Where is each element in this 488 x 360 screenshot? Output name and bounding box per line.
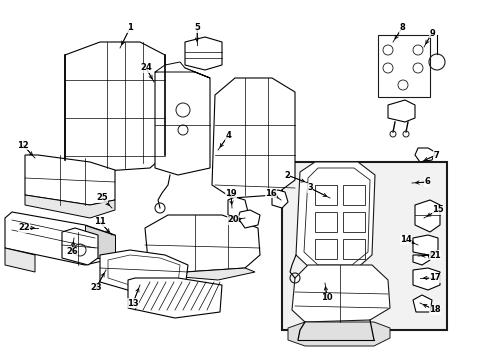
Text: 14: 14 — [399, 235, 411, 244]
Text: 7: 7 — [432, 150, 438, 159]
Text: 19: 19 — [225, 189, 236, 198]
Polygon shape — [145, 215, 260, 272]
Polygon shape — [85, 225, 115, 258]
Text: 6: 6 — [423, 177, 429, 186]
Polygon shape — [238, 210, 260, 228]
Bar — [342, 185, 364, 205]
Bar — [342, 239, 364, 259]
Text: 11: 11 — [94, 217, 106, 226]
Text: 22: 22 — [18, 224, 30, 233]
Polygon shape — [291, 265, 389, 322]
Polygon shape — [155, 68, 209, 175]
Bar — [314, 239, 336, 259]
Text: 3: 3 — [306, 184, 312, 193]
Polygon shape — [62, 228, 98, 265]
Polygon shape — [271, 190, 287, 208]
Text: 17: 17 — [428, 274, 440, 283]
Polygon shape — [5, 248, 35, 272]
Polygon shape — [414, 200, 439, 232]
Text: 20: 20 — [227, 216, 238, 225]
Bar — [342, 212, 364, 232]
Polygon shape — [212, 78, 294, 198]
Text: 18: 18 — [428, 306, 440, 315]
Text: 9: 9 — [428, 28, 434, 37]
Text: 13: 13 — [127, 298, 139, 307]
Polygon shape — [100, 250, 187, 295]
Text: 2: 2 — [284, 171, 289, 180]
Text: 8: 8 — [398, 23, 404, 32]
Polygon shape — [412, 268, 439, 290]
Text: 10: 10 — [321, 293, 332, 302]
Polygon shape — [184, 37, 222, 70]
Text: 25: 25 — [96, 194, 108, 202]
Bar — [377, 35, 429, 97]
Text: 26: 26 — [66, 248, 78, 256]
Text: 24: 24 — [140, 63, 152, 72]
Polygon shape — [148, 260, 254, 280]
Polygon shape — [412, 235, 437, 255]
Text: 21: 21 — [428, 251, 440, 260]
Text: 1: 1 — [127, 23, 133, 32]
Text: 5: 5 — [194, 23, 200, 32]
Polygon shape — [128, 278, 222, 318]
Polygon shape — [5, 212, 115, 265]
Polygon shape — [295, 162, 374, 270]
Text: 12: 12 — [17, 140, 29, 149]
Polygon shape — [25, 195, 115, 218]
Polygon shape — [287, 322, 389, 346]
Bar — [314, 212, 336, 232]
Bar — [314, 185, 336, 205]
Polygon shape — [414, 148, 434, 162]
Bar — [282, 162, 446, 330]
Text: 15: 15 — [431, 206, 443, 215]
Text: 23: 23 — [90, 284, 102, 292]
Polygon shape — [387, 100, 414, 122]
Polygon shape — [227, 197, 247, 218]
Text: 4: 4 — [224, 131, 230, 140]
Text: 16: 16 — [264, 189, 276, 198]
Polygon shape — [155, 62, 209, 78]
Polygon shape — [65, 42, 164, 172]
Polygon shape — [412, 295, 431, 312]
Polygon shape — [412, 255, 429, 265]
Polygon shape — [25, 155, 115, 205]
